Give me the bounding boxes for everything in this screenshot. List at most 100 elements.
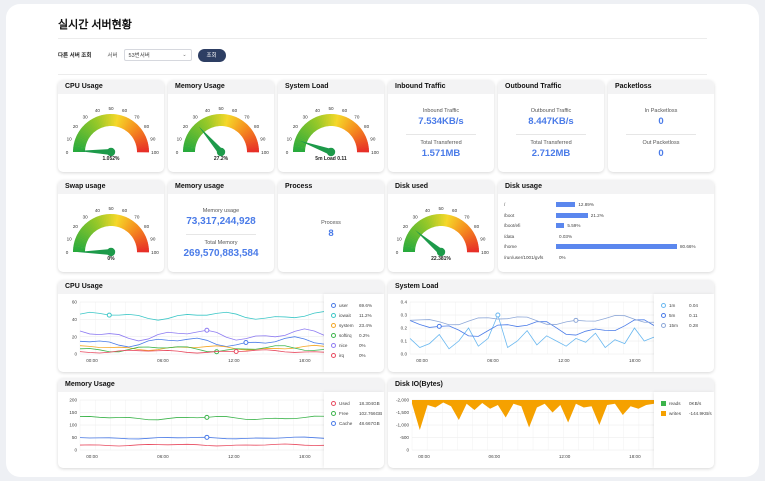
legend-item[interactable]: user 69.6% [324, 300, 384, 310]
gauge-tick-label: 70 [134, 114, 140, 119]
legend-item[interactable]: softirq 0.2% [324, 330, 384, 340]
gauge-arc-segment [74, 139, 87, 146]
gauge-arc-segment [293, 145, 306, 150]
gauge-arc-segment [418, 219, 428, 231]
gauge-arc-segment [336, 114, 342, 127]
gauge-tick-label: 90 [260, 136, 266, 141]
gauge-tick-label: 40 [95, 208, 101, 213]
stat-value: 1.571MB [421, 148, 461, 159]
gauge-arc-segment [457, 222, 467, 233]
series-marker[interactable] [573, 317, 579, 323]
gauge-arc-segment [295, 136, 308, 143]
gauge-arc-segment [299, 129, 311, 138]
gauge-arc-segment [293, 143, 306, 148]
gauge-arc-segment [313, 117, 321, 129]
search-button[interactable]: 조회 [197, 48, 226, 62]
legend-item[interactable]: Cache 48.667GB [324, 418, 384, 428]
legend-marker [331, 410, 336, 416]
gauge-value-label: 5m Load 0.11 [315, 156, 347, 162]
series-marker[interactable] [106, 312, 112, 318]
series-line [79, 349, 325, 354]
gauge-arc-segment [130, 126, 141, 136]
stat-label: Memory usage [202, 208, 240, 214]
x-tick-label: 12:00 [228, 358, 240, 363]
legend-name: reads [669, 400, 681, 406]
series-marker[interactable] [204, 327, 210, 333]
gauge-arc-segment [95, 116, 102, 129]
gauge-hub [436, 247, 446, 257]
gauge-arc-segment [200, 118, 209, 131]
legend-value: 0.11 [689, 312, 698, 318]
gauge-arc-segment [136, 242, 149, 247]
disk-usage-bar [556, 202, 576, 207]
legend-item[interactable]: nice 0% [324, 340, 384, 350]
gauge-arc-segment [323, 114, 328, 127]
stat-value: 2.712MB [531, 148, 571, 159]
series-marker[interactable] [243, 339, 249, 345]
legend-item[interactable]: Free 102.766GB [324, 408, 384, 418]
load-line-chart: 0.0 0.1 0.2 0.3 0.4 00:00 06:00 12:00 18:00 [401, 300, 655, 363]
gauge-arc-segment [184, 138, 197, 144]
legend-name: 1m [669, 302, 676, 308]
gauge-arc-segment [459, 225, 470, 235]
gauge-arc-segment [103, 214, 108, 227]
stat-value: 8 [328, 228, 334, 239]
gauge-arc-segment [405, 236, 418, 243]
stat-label: In Packetloss [644, 108, 678, 114]
gauge-arc-segment [332, 114, 336, 127]
gauge-arc-segment [356, 144, 369, 149]
gauge-arc-segment [465, 240, 478, 246]
gauge-arc-segment [133, 133, 146, 141]
stat-label: Total Memory [204, 240, 238, 246]
legend-item[interactable]: 1m 0.04 [654, 300, 714, 310]
gauge-arc-segment [116, 214, 122, 227]
stat-value: 0 [658, 148, 664, 159]
legend-item[interactable]: 5m 0.11 [654, 310, 714, 320]
series-marker[interactable] [233, 349, 239, 355]
dashboard-page: 실시간 서버현황 다른 서버 조회 서버 53번서버 ⌄ 조회 CPU Usag… [6, 4, 759, 477]
legend-item[interactable]: iowait 11.2% [324, 310, 384, 320]
card-title: Memory Usage [58, 378, 384, 392]
gauge-arc-segment [293, 141, 306, 147]
gauge-tick-label: 30 [303, 114, 309, 119]
disk-usage-bar [556, 212, 588, 218]
gauge-arc-segment [127, 122, 137, 133]
gauge-arc-segment [121, 217, 129, 229]
gauge-arc-segment [244, 136, 257, 143]
gauge-arc-segment [87, 121, 96, 132]
gauge-arc-segment [300, 127, 311, 137]
legend-item[interactable]: Used 18.304GB [324, 398, 384, 408]
gauge-tick-label: 10 [67, 236, 73, 241]
gauge-arc-segment [442, 214, 446, 227]
gauge-arc-segment [308, 119, 318, 131]
gauge-tick-label: 10 [67, 136, 73, 141]
legend-item[interactable]: system 23.4% [324, 320, 384, 330]
series-marker[interactable] [495, 312, 501, 318]
series-line [79, 443, 325, 447]
gauge-arc-segment [450, 216, 457, 229]
gauge-arc-segment [341, 117, 349, 129]
legend-item[interactable]: irq 0% [324, 350, 384, 360]
gauge-arc-segment [465, 238, 478, 245]
gauge-arc-segment [312, 117, 320, 130]
gauge-tick-label: 40 [205, 108, 211, 113]
server-select[interactable]: 53번서버 ⌄ [123, 49, 192, 61]
gauge-arc-segment [461, 228, 472, 237]
gauge-arc-segment [95, 216, 102, 229]
gauge-arc-segment [404, 239, 417, 246]
gauge-arc-segment [414, 223, 424, 234]
gauge-arc-segment [73, 145, 86, 150]
series-line [79, 328, 325, 342]
legend-item[interactable]: writes -144.9KB/s [654, 408, 714, 418]
legend-item[interactable]: 15m 0.28 [654, 320, 714, 330]
series-line [79, 344, 325, 351]
card-title: Inbound Traffic [388, 80, 494, 94]
series-marker[interactable] [436, 323, 442, 329]
gauge-arc-segment [429, 215, 435, 228]
series-marker[interactable] [204, 414, 210, 420]
series-marker[interactable] [204, 434, 210, 440]
gauge-tick-label: 50 [108, 206, 114, 211]
disk-usage-percent: 12.89% [578, 202, 594, 207]
x-tick-label: 18:00 [629, 454, 641, 459]
legend-item[interactable]: reads 0KB/s [654, 398, 714, 408]
